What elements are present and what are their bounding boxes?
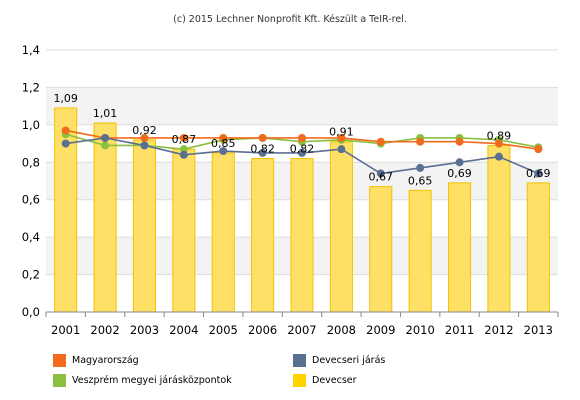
bar [290, 158, 314, 313]
legend-label-veszprem-megyei: Veszprém megyei járásközpontok [72, 375, 232, 386]
series-point [337, 145, 346, 154]
y-tick-label: 1,2 [22, 80, 40, 94]
bar-data-label: 1,09 [53, 92, 78, 105]
legend-swatch-magyarorszag [53, 354, 66, 367]
series-point [455, 158, 464, 167]
legend-label-devecser: Devecser [312, 375, 357, 386]
y-axis-ticks: 0,0 0,2 0,4 0,6 0,8 1,0 1,2 1,4 [22, 43, 40, 319]
credit-text: (c) 2015 Lechner Nonprofit Kft. Készült … [173, 14, 407, 25]
bar [54, 107, 78, 313]
bar-data-label: 0,87 [172, 133, 197, 146]
series-point [61, 126, 70, 135]
bar [448, 182, 472, 313]
bar [93, 122, 117, 313]
bar [251, 158, 275, 313]
y-tick-label: 1,0 [22, 118, 40, 132]
x-tick-label: 2004 [169, 323, 198, 337]
series-point [61, 139, 70, 148]
bar [172, 148, 196, 313]
series-point [534, 169, 543, 178]
legend-label-devecseri-jaras: Devecseri járás [312, 355, 386, 366]
x-tick-label: 2002 [90, 323, 119, 337]
y-tick-label: 0,6 [22, 193, 40, 207]
bar [211, 152, 235, 313]
bar-data-label: 0,92 [132, 124, 157, 137]
y-tick-label: 0,0 [22, 305, 40, 319]
legend-label-magyarorszag: Magyarország [72, 355, 139, 366]
bar-series-devecser [54, 107, 550, 313]
x-tick-label: 2012 [484, 323, 513, 337]
y-tick-label: 0,8 [22, 155, 40, 169]
bar [526, 182, 550, 313]
x-tick-label: 2005 [209, 323, 238, 337]
x-axis-ticks: 2001 2002 2003 2004 2005 2006 2007 2008 2009 2010… [45, 312, 559, 337]
series-point [494, 139, 503, 148]
bar-data-label: 0,82 [250, 143, 275, 156]
series-point [179, 150, 188, 159]
x-tick-label: 2008 [327, 323, 356, 337]
x-tick-label: 2001 [51, 323, 80, 337]
legend-item-devecseri-jaras[interactable]: Devecseri járás [293, 354, 385, 367]
data-labels: 1,09 1,01 0,92 0,87 0,85 0,82 0,82 0,91 0,67 0,65… [53, 92, 550, 187]
series-point [258, 133, 267, 142]
x-tick-label: 2006 [248, 323, 277, 337]
series-point [455, 137, 464, 146]
bar [369, 186, 393, 313]
y-tick-label: 1,4 [22, 43, 40, 57]
plot-band [46, 50, 558, 88]
series-point [298, 133, 306, 142]
series-point [140, 141, 149, 150]
legend-item-magyarorszag[interactable]: Magyarország [53, 354, 139, 367]
series-point [219, 147, 228, 156]
bar-data-label: 0,69 [526, 167, 551, 180]
series-point [258, 148, 267, 157]
series-point [534, 145, 543, 154]
plot-band [46, 87, 558, 125]
legend-item-veszprem-megyei[interactable]: Veszprém megyei járásközpontok [53, 374, 232, 387]
x-tick-label: 2011 [445, 323, 474, 337]
bar [329, 141, 353, 313]
bar-data-label: 0,91 [329, 126, 354, 139]
series-point [101, 141, 110, 150]
x-tick-label: 2009 [366, 323, 395, 337]
series-point [219, 133, 228, 142]
series-point [494, 152, 503, 161]
series-point [101, 133, 110, 142]
series-point [179, 145, 188, 154]
y-tick-label: 0,2 [22, 268, 40, 282]
series-point [140, 133, 149, 142]
x-tick-label: 2007 [287, 323, 316, 337]
chart-svg: (c) 2015 Lechner Nonprofit Kft. Készült … [22, 14, 559, 337]
series-point [337, 133, 346, 142]
bar [487, 144, 511, 313]
y-tick-label: 0,4 [22, 230, 40, 244]
series-point [376, 137, 385, 146]
series-point [298, 148, 306, 157]
bar-data-label: 0,67 [369, 171, 394, 184]
legend-swatch-devecseri-jaras [293, 354, 306, 367]
bar-data-label: 0,69 [447, 167, 472, 180]
x-tick-label: 2003 [130, 323, 159, 337]
x-tick-label: 2010 [406, 323, 435, 337]
legend-swatch-devecser [293, 374, 306, 387]
bar-data-label: 0,65 [408, 174, 433, 187]
bar [408, 189, 432, 313]
series-point [416, 163, 425, 172]
series-point [179, 133, 188, 142]
bar-data-label: 0,82 [290, 143, 315, 156]
legend-swatch-veszprem-megyei [53, 374, 66, 387]
x-tick-label: 2013 [524, 323, 553, 337]
legend-item-devecser[interactable]: Devecser [293, 374, 357, 387]
bar-data-label: 0,89 [487, 129, 512, 142]
bar-data-label: 1,01 [93, 107, 118, 120]
bar [132, 139, 156, 313]
legend: Magyarország Devecseri járás Veszprém me… [0, 348, 580, 392]
series-point [376, 169, 385, 178]
series-point [416, 137, 425, 146]
line-points [61, 126, 543, 178]
bar-data-label: 0,85 [211, 137, 236, 150]
